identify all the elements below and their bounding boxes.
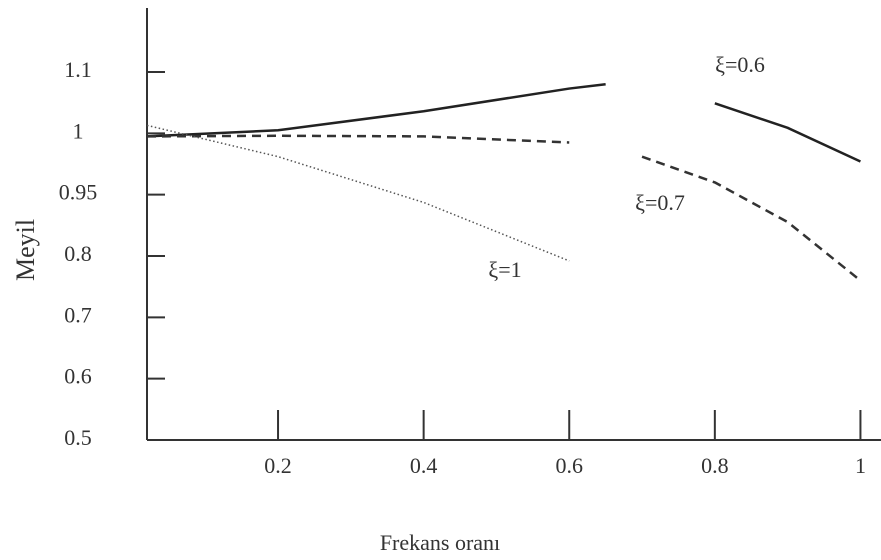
line-solid xyxy=(146,83,861,163)
series-label: ξ=0.7 xyxy=(635,190,685,215)
y-tick-label: 0.95 xyxy=(59,180,98,205)
x-tick-label: 1 xyxy=(855,453,866,478)
y-tick-label: 1.1 xyxy=(64,57,92,82)
y-tick-label: 0.6 xyxy=(64,364,92,389)
y-tick-label: 0.8 xyxy=(64,241,92,266)
series-label: ξ=1 xyxy=(488,257,521,282)
x-tick-label: 0.6 xyxy=(555,453,583,478)
x-tick-label: 0.2 xyxy=(264,453,292,478)
x-tick-label: 0.8 xyxy=(701,453,729,478)
y-tick-label: 0.5 xyxy=(64,425,92,450)
series-label: ξ=0.6 xyxy=(715,52,765,77)
x-axis-label: Frekans oranı xyxy=(380,530,500,555)
y-tick-label: 0.7 xyxy=(64,302,92,327)
x-tick-label: 0.4 xyxy=(410,453,438,478)
y-axis-label: Meyil xyxy=(11,219,40,281)
y-tick-label: 1 xyxy=(73,118,84,143)
line-dashed xyxy=(146,134,862,282)
